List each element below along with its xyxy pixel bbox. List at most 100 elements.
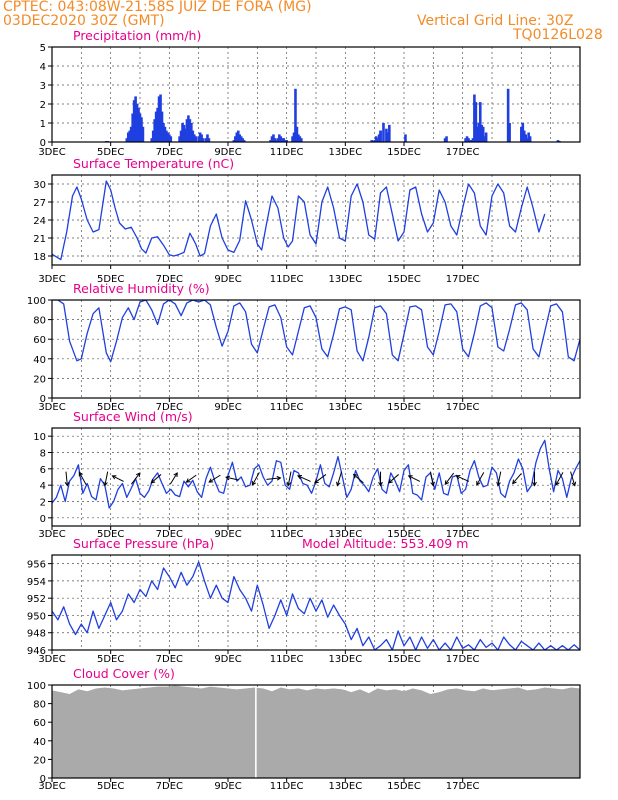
precipitation-ytick-label: 4	[40, 62, 46, 73]
precipitation-bar	[206, 134, 209, 142]
precipitation-bar	[474, 102, 478, 142]
precipitation-bar	[150, 138, 154, 142]
precipitation-data	[104, 88, 561, 142]
precipitation-bar	[445, 136, 448, 142]
precipitation-bar	[473, 94, 476, 142]
pressure-line	[52, 561, 580, 650]
precipitation-xtick-label: 15DEC	[387, 147, 421, 158]
precipitation-bar	[480, 124, 484, 142]
pressure-xtick-label: 3DEC	[38, 654, 65, 665]
precipitation-bar	[465, 136, 469, 142]
precipitation-bar	[386, 132, 390, 142]
precipitation-bar	[137, 107, 140, 142]
precipitation-bar	[128, 130, 132, 142]
wind-arrow-head	[430, 481, 435, 487]
precipitation-bar	[192, 134, 196, 142]
precipitation-bar	[385, 128, 388, 142]
wind-arrow-head	[313, 478, 319, 484]
precipitation-bar	[153, 119, 156, 142]
precipitation-bar	[506, 88, 510, 142]
precipitation-bar	[194, 136, 198, 142]
pressure-ytick-label: 948	[27, 629, 46, 640]
precipitation-bar	[388, 124, 391, 142]
precipitation-bar	[476, 126, 479, 142]
pressure-data	[52, 561, 580, 650]
precipitation-bar	[165, 130, 168, 142]
precipitation-bar	[521, 123, 525, 142]
cloud-cover-ytick-label: 80	[33, 700, 46, 711]
cloud-cover-ytick-label: 100	[27, 681, 46, 692]
precipitation-bar	[135, 104, 139, 142]
cloud-cover-xtick-label: 5DEC	[97, 781, 124, 792]
precipitation-bar	[484, 132, 488, 142]
precipitation-bar	[285, 140, 288, 142]
cloud-cover-xtick-label: 13DEC	[328, 781, 362, 792]
precipitation-title: Precipitation (mm/h)	[73, 28, 201, 43]
temperature-ytick-label: 30	[33, 180, 46, 191]
wind-arrow-head	[286, 481, 292, 487]
precipitation-bar	[528, 136, 532, 142]
humidity-xtick-label: 7DEC	[156, 402, 183, 413]
wind-arrow-head	[297, 475, 302, 480]
pressure-ytick-label: 950	[27, 611, 46, 622]
temperature-line	[52, 180, 546, 261]
precipitation-bar	[235, 132, 239, 142]
precipitation-bar	[269, 140, 272, 142]
precipitation-bar	[197, 136, 200, 142]
precipitation-bar	[478, 102, 482, 142]
header-grid-note: Vertical Grid Line: 30Z	[417, 13, 574, 29]
wind-ytick-label: 6	[40, 465, 46, 476]
precipitation-xtick-label: 13DEC	[328, 147, 362, 158]
precipitation-bar	[379, 130, 382, 142]
temperature-xtick-label: 13DEC	[328, 274, 362, 285]
precipitation-bar	[185, 119, 189, 142]
cloud-cover-panel: 0 20 40 60 80 100 3DEC 5DEC 7DEC 9DEC 11DEC 13DEC 15…	[27, 666, 581, 792]
wind-arrow-shaft	[476, 472, 485, 486]
precipitation-bar	[295, 126, 299, 142]
precipitation-ytick-label: 3	[40, 81, 46, 92]
precipitation-bar	[273, 138, 277, 142]
temperature-title: Surface Temperature (nC)	[73, 156, 234, 171]
humidity-ytick-label: 40	[33, 355, 46, 366]
wind-arrow-head	[251, 480, 257, 486]
pressure-ytick-label: 946	[27, 646, 46, 657]
precipitation-bar	[468, 140, 472, 142]
precipitation-bar	[188, 119, 192, 142]
wind-arrow-shaft	[297, 475, 311, 482]
pressure-ytick-label: 952	[27, 594, 46, 605]
cloud-cover-xtick-label: 9DEC	[214, 781, 241, 792]
precipitation-bar	[282, 138, 286, 142]
wind-arrow-shaft	[130, 472, 141, 485]
wind-xtick-label: 11DEC	[270, 529, 304, 540]
temperature-ytick-label: 24	[33, 216, 46, 227]
precipitation-bar	[278, 134, 281, 142]
precipitation-panel: 0 1 2 3 4 5 3DEC 5DEC 7DEC 9DEC 11DEC 13DEC 15DEC 17D…	[38, 28, 581, 158]
humidity-xtick-label: 17DEC	[446, 402, 480, 413]
precipitation-bar	[138, 113, 142, 142]
precipitation-bar	[191, 130, 195, 142]
wind-arrow-head	[150, 478, 156, 484]
precipitation-bar	[179, 130, 183, 142]
humidity-xtick-label: 13DEC	[328, 402, 362, 413]
precipitation-bar	[131, 113, 134, 142]
precipitation-bar	[376, 138, 379, 142]
cloud-cover-ytick-label: 20	[33, 755, 46, 766]
precipitation-bar	[481, 126, 485, 142]
wind-arrow-head	[111, 475, 117, 480]
wind-xtick-label: 17DEC	[446, 529, 480, 540]
wind-arrow-head	[103, 481, 108, 487]
precipitation-bar	[184, 128, 187, 142]
pressure-xtick-label: 15DEC	[387, 654, 421, 665]
wind-arrow-shaft	[112, 475, 124, 482]
cloud-cover-title: Cloud Cover (%)	[73, 666, 175, 681]
precipitation-bar	[198, 132, 202, 142]
wind-ytick-label: 2	[40, 498, 46, 509]
wind-plot-area	[52, 428, 580, 526]
wind-xtick-label: 13DEC	[328, 529, 362, 540]
cloud-cover-xtick-label: 15DEC	[387, 781, 421, 792]
precipitation-xtick-label: 5DEC	[97, 147, 124, 158]
wind-arrow-head	[444, 480, 450, 486]
humidity-xtick-label: 15DEC	[387, 402, 421, 413]
precipitation-bar	[201, 138, 205, 142]
humidity-ytick-label: 80	[33, 316, 46, 327]
